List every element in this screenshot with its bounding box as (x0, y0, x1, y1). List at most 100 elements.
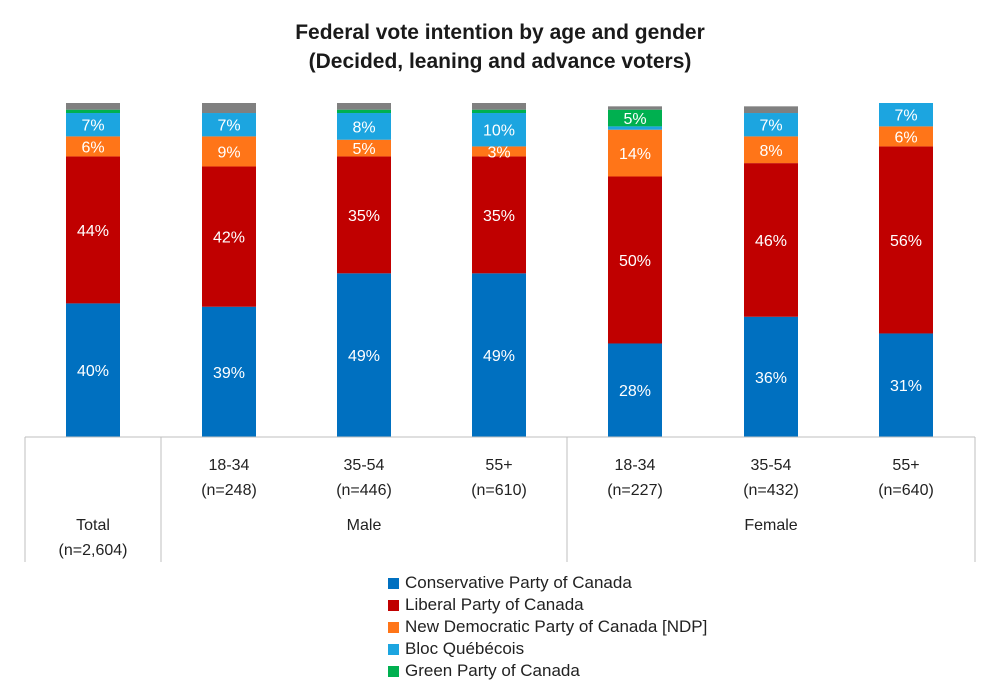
bar-segment (608, 109, 662, 127)
data-label: 56% (890, 233, 922, 250)
data-label: 35% (348, 208, 380, 225)
tick-label: 55+ (485, 457, 512, 474)
bar-segment (202, 166, 256, 307)
data-label: 31% (890, 378, 922, 395)
legend-swatch (388, 665, 399, 677)
legend-item: New Democratic Party of Canada [NDP] (388, 616, 707, 638)
legend-label: Bloc Québécois (405, 639, 525, 658)
data-label: 36% (755, 370, 787, 387)
legend-swatch (388, 643, 399, 655)
bar-segment (879, 146, 933, 334)
tick-label: 35-54 (751, 457, 792, 474)
legend-item: Conservative Party of Canada (388, 572, 707, 594)
data-label: 49% (348, 348, 380, 365)
legend-item: Bloc Québécois (388, 638, 707, 660)
bar-segment (744, 316, 798, 437)
data-label: 10% (483, 123, 515, 140)
bar-segment (202, 113, 256, 137)
bar-segment (66, 156, 120, 304)
legend-item: Green Party of Canada (388, 660, 707, 682)
stacked-bar-chart: 40% 44% 6% 7% 39% 42% 9% 7% 49% 35% 5% 8% 49% 35% 3% 10… (24, 103, 976, 562)
bar-segment (66, 303, 120, 437)
bar-segment (66, 109, 120, 114)
bar-segment (337, 113, 391, 140)
tick-label: (n=446) (336, 482, 392, 499)
data-label: 35% (483, 208, 515, 225)
data-label: 7% (759, 118, 782, 135)
tick-label: (n=610) (471, 482, 527, 499)
data-label: 5% (623, 111, 646, 128)
data-label: 8% (759, 143, 782, 160)
bar-segment (608, 126, 662, 130)
data-label: 40% (77, 363, 109, 380)
bar-segment (879, 126, 933, 147)
tick-label: 35-54 (344, 457, 385, 474)
bar-segment (608, 129, 662, 177)
data-label: 50% (619, 253, 651, 270)
data-label: 9% (217, 144, 240, 161)
bar-segment (472, 103, 526, 110)
bar-segment (744, 136, 798, 164)
tick-label: (n=432) (743, 482, 799, 499)
group-label: Male (347, 517, 382, 534)
bar-segment (202, 306, 256, 437)
tick-label: 18-34 (615, 457, 656, 474)
tick-label: 18-34 (209, 457, 250, 474)
data-label: 8% (352, 119, 375, 136)
data-label: 44% (77, 223, 109, 240)
tick-label: Total (76, 517, 110, 534)
bar-segment (66, 136, 120, 157)
bar-segment (472, 113, 526, 147)
data-label: 7% (81, 118, 104, 135)
tick-label: (n=640) (878, 482, 934, 499)
chart-legend: Conservative Party of Canada Liberal Part… (388, 572, 707, 682)
bar-segment (66, 113, 120, 137)
data-label: 7% (217, 118, 240, 135)
bar-segment (608, 106, 662, 110)
legend-swatch (388, 577, 399, 589)
tick-label: (n=248) (201, 482, 257, 499)
tick-label: (n=227) (607, 482, 663, 499)
bar-segment (202, 103, 256, 114)
bar-segment (472, 109, 526, 114)
bar-segment (879, 103, 933, 127)
bar-segment (337, 156, 391, 274)
bar-segment (472, 146, 526, 157)
data-label: 46% (755, 233, 787, 250)
legend-label: Conservative Party of Canada (405, 573, 632, 592)
bar-segment (608, 176, 662, 344)
tick-label: 55+ (892, 457, 919, 474)
bar-segment (337, 273, 391, 437)
data-label: 39% (213, 365, 245, 382)
bar-segment (337, 103, 391, 110)
bar-segment (472, 156, 526, 274)
bar-segment (337, 109, 391, 114)
data-label: 49% (483, 348, 515, 365)
bar-segment (472, 273, 526, 437)
data-label: 7% (894, 108, 917, 125)
chart-title: Federal vote intention by age and gender (295, 21, 705, 44)
data-label: 6% (894, 129, 917, 146)
legend-swatch (388, 599, 399, 611)
data-label: 5% (352, 141, 375, 158)
bar-segment (744, 106, 798, 114)
legend-swatch (388, 621, 399, 633)
bar-segment (202, 136, 256, 167)
bar-segment (744, 163, 798, 317)
legend-item: Liberal Party of Canada (388, 594, 707, 616)
bar-segment (608, 343, 662, 437)
tick-label: (n=2,604) (59, 542, 128, 559)
data-label: 14% (619, 146, 651, 163)
bar-segment (744, 113, 798, 137)
legend-label: Green Party of Canada (405, 661, 580, 680)
data-label: 28% (619, 383, 651, 400)
legend-label: New Democratic Party of Canada [NDP] (405, 617, 708, 636)
data-label: 3% (487, 144, 510, 161)
group-label: Female (744, 517, 797, 534)
legend-label: Liberal Party of Canada (405, 595, 584, 614)
data-label: 6% (81, 139, 104, 156)
data-label: 42% (213, 230, 245, 247)
chart-subtitle: (Decided, leaning and advance voters) (308, 50, 692, 73)
bar-segment (879, 333, 933, 437)
bar-segment (337, 139, 391, 157)
